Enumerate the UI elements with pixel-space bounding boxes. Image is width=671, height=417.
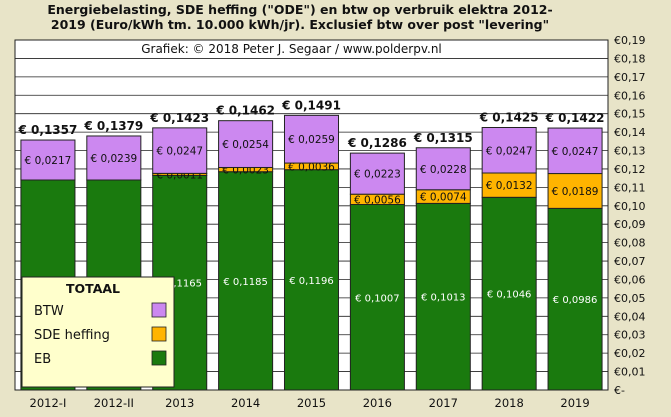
bar-value-label-eb: € 0,1046	[487, 290, 532, 301]
plot-frame	[14, 39, 609, 391]
bar-value-label-sde: € 0,0056	[354, 194, 401, 206]
y-tick-label: €0,10	[614, 200, 646, 213]
bar-value-label-btw: € 0,0223	[354, 169, 401, 181]
bar-segment-btw	[415, 147, 471, 191]
bar-total-label: € 0,1462	[215, 104, 275, 118]
bar-segment-btw	[20, 139, 76, 181]
bar-total-label: € 0,1357	[18, 123, 78, 137]
x-tick-label: 2014	[231, 396, 260, 410]
bar-value-label-btw: € 0,0247	[552, 146, 599, 158]
y-tick-label: €0,08	[614, 237, 646, 250]
y-tick-label: €0,17	[614, 71, 646, 84]
legend-swatch	[151, 350, 167, 366]
bar-segment-btw	[349, 152, 405, 195]
x-tick-label: 2018	[495, 396, 524, 410]
y-tick-label: €0,13	[614, 145, 646, 158]
x-tick-label: 2016	[363, 396, 392, 410]
bar-segment-btw	[481, 127, 537, 174]
x-tick-label: 2017	[429, 396, 458, 410]
bar-value-label-eb: € 0,0986	[553, 295, 598, 306]
y-tick-label: €0,04	[614, 310, 646, 323]
bars: € 0,1140€ 0,0217€ 0,1357€ 0,1140€ 0,0239…	[18, 98, 605, 391]
bar-value-label-btw: € 0,0228	[420, 164, 467, 176]
y-tick-label: €0,12	[614, 163, 646, 176]
bar-value-label-sde: € 0,0036	[288, 161, 335, 173]
bar-segment-sde	[481, 172, 537, 198]
y-tick-label: €0,03	[614, 329, 646, 342]
bar-segment-btw	[218, 120, 274, 168]
x-tick-label: 2012-I	[30, 396, 67, 410]
y-tick-label: €0,18	[614, 52, 646, 65]
bar-segment-eb	[481, 196, 537, 391]
legend-title: TOTAAL	[66, 281, 120, 296]
legend-entry: BTW	[34, 304, 64, 319]
bar-value-label-btw: € 0,0247	[486, 145, 533, 157]
x-tick-label: 2015	[297, 396, 326, 410]
y-tick-label: €0,09	[614, 218, 646, 231]
chart-title-line-2: 2019 (Euro/kWh tm. 10.000 kWh/jr). Exclu…	[50, 17, 550, 32]
chart-title-line-1: Energiebelasting, SDE heffing ("ODE") en…	[47, 2, 553, 17]
bar-value-label-eb: € 0,1185	[223, 277, 268, 288]
y-axis-ticks: €- €0,01 €0,02 €0,03 €0,04 €0,05 €0,06 €0,07 €0,…	[614, 34, 646, 397]
y-tick-label: €0,06	[614, 273, 646, 286]
x-tick-label: 2019	[560, 396, 589, 410]
x-tick-label: 2013	[165, 396, 194, 410]
bar-segment-btw	[547, 127, 603, 175]
chart-title: Energiebelasting, SDE heffing ("ODE") en…	[0, 2, 600, 32]
legend-entry: EB	[34, 352, 51, 367]
y-tick-label: €0,11	[614, 181, 646, 194]
y-tick-label: €0,02	[614, 347, 646, 360]
bar-total-label: € 0,1423	[149, 111, 209, 125]
bar-segment-btw	[86, 135, 142, 181]
bar-total-label: € 0,1286	[347, 136, 407, 150]
legend-swatch	[151, 326, 167, 342]
bar-value-label-eb: € 0,1007	[355, 293, 400, 304]
y-tick-label: €0,16	[614, 89, 646, 102]
y-tick-label: €0,19	[614, 34, 646, 47]
bar-value-label-btw: € 0,0239	[90, 153, 137, 165]
bar-total-label: € 0,1315	[413, 131, 473, 145]
bar-total-label: € 0,1491	[281, 98, 341, 112]
bar-segment-eb	[218, 171, 274, 391]
y-tick-label: €0,05	[614, 292, 646, 305]
bar-value-label-sde: € 0,0132	[486, 180, 533, 192]
bar-value-label-sde: € 0,0074	[420, 192, 467, 204]
legend-swatch	[151, 302, 167, 318]
y-tick-label: €0,01	[614, 366, 646, 379]
bar-segment-eb	[283, 169, 340, 391]
bar-value-label-btw: € 0,0217	[25, 155, 72, 167]
y-tick-label: €-	[614, 384, 625, 397]
bar-value-label-eb: € 0,1013	[421, 293, 466, 304]
bar-value-label-btw: € 0,0254	[222, 139, 269, 151]
x-tick-label: 2012-II	[94, 396, 134, 410]
bar-segment-btw	[152, 127, 208, 174]
bar-value-label-btw: € 0,0259	[288, 134, 335, 146]
y-tick-label: €0,07	[614, 255, 646, 268]
bar-value-label-eb: € 0,1165	[157, 279, 202, 290]
bar-total-label: € 0,1422	[545, 111, 605, 125]
legend-entry: SDE heffing	[34, 328, 110, 343]
bar-segment-eb	[349, 204, 405, 391]
x-axis-ticks: 2012-I 2012-II 2013 2014 2015 2016 2017 2018 201…	[30, 396, 590, 410]
bar-value-label-eb: € 0,1196	[289, 276, 334, 287]
y-tick-label: €0,15	[614, 108, 646, 121]
bar-total-label: € 0,1379	[83, 119, 143, 133]
bar-segment-eb	[547, 207, 603, 391]
legend-box	[21, 276, 175, 388]
chart-credit: Grafiek: © 2018 Peter J. Segaar / www.po…	[141, 42, 442, 56]
bar-segment-eb	[415, 202, 471, 391]
bar-total-label: € 0,1425	[479, 111, 539, 125]
y-tick-label: €0,14	[614, 126, 646, 139]
bar-segment-btw	[283, 114, 340, 164]
bar-value-label-btw: € 0,0247	[156, 146, 203, 158]
bar-value-label-sde: € 0,0189	[552, 186, 599, 198]
